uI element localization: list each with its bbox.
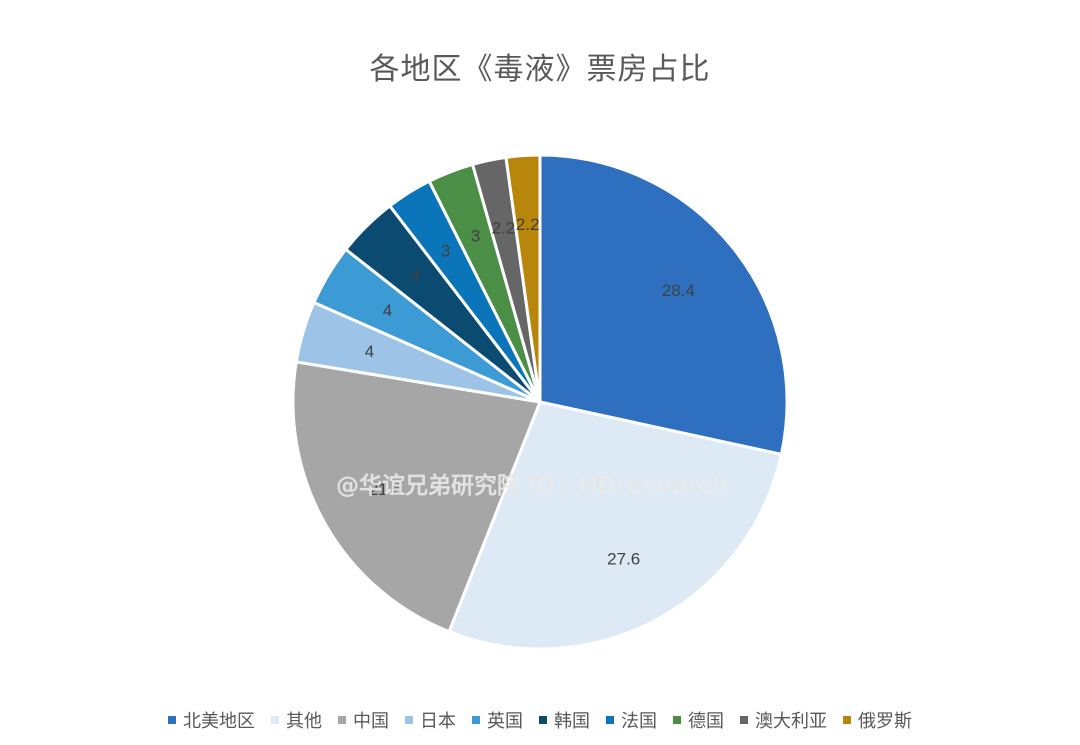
pie-slice-10 bbox=[504, 153, 542, 403]
chart-legend: 北美地区 其他 中国 日本 英国 韩国 法国 德国 澳大利亚 俄罗斯 bbox=[0, 707, 1080, 733]
legend-item: 英国 bbox=[472, 707, 523, 733]
pie-slice-3 bbox=[291, 360, 543, 634]
pie-data-label-7: 3 bbox=[441, 242, 450, 261]
legend-label: 德国 bbox=[688, 711, 724, 732]
chart-title: 各地区《毒液》票房占比 bbox=[369, 52, 711, 87]
legend-swatch bbox=[168, 716, 176, 724]
pie-data-label-10: 2.2 bbox=[516, 215, 540, 234]
legend-swatch bbox=[539, 716, 547, 724]
legend-swatch bbox=[405, 716, 413, 724]
legend-swatch bbox=[843, 716, 851, 724]
pie-slice-1 bbox=[538, 153, 789, 457]
legend-label: 法国 bbox=[621, 711, 657, 732]
pie-slice-2 bbox=[447, 400, 784, 651]
pie-data-label-1: 28.4 bbox=[662, 281, 695, 300]
pie-data-label-4: 4 bbox=[365, 342, 374, 361]
legend-label: 中国 bbox=[353, 711, 389, 732]
legend-swatch bbox=[338, 716, 346, 724]
legend-label: 日本 bbox=[420, 711, 456, 732]
legend-swatch bbox=[740, 716, 748, 724]
legend-label: 北美地区 bbox=[183, 711, 255, 732]
legend-item: 法国 bbox=[606, 707, 657, 733]
legend-label: 韩国 bbox=[554, 711, 590, 732]
legend-label: 俄罗斯 bbox=[858, 711, 912, 732]
legend-item: 德国 bbox=[673, 707, 724, 733]
legend-label: 澳大利亚 bbox=[755, 711, 827, 732]
pie-data-label-8: 3 bbox=[471, 227, 480, 246]
legend-item: 俄罗斯 bbox=[843, 707, 912, 733]
legend-item: 澳大利亚 bbox=[740, 707, 827, 733]
pie-data-label-3: 21.6 bbox=[369, 480, 402, 499]
pie-data-label-2: 27.6 bbox=[607, 549, 640, 568]
legend-swatch bbox=[271, 716, 279, 724]
legend-label: 英国 bbox=[487, 711, 523, 732]
pie-slices bbox=[291, 153, 789, 651]
legend-item: 其他 bbox=[271, 707, 322, 733]
legend-swatch bbox=[606, 716, 614, 724]
legend-label: 其他 bbox=[286, 711, 322, 732]
pie-data-label-5: 4 bbox=[383, 301, 392, 320]
watermark: @华谊兄弟研究院 ID：HBresearch bbox=[336, 473, 729, 499]
legend-item: 北美地区 bbox=[168, 707, 255, 733]
legend-item: 韩国 bbox=[539, 707, 590, 733]
legend-item: 日本 bbox=[405, 707, 456, 733]
legend-item: 中国 bbox=[338, 707, 389, 733]
legend-swatch bbox=[472, 716, 480, 724]
legend-swatch bbox=[673, 716, 681, 724]
pie-data-label-6: 4 bbox=[410, 266, 419, 285]
pie-data-label-9: 2.2 bbox=[492, 218, 516, 237]
